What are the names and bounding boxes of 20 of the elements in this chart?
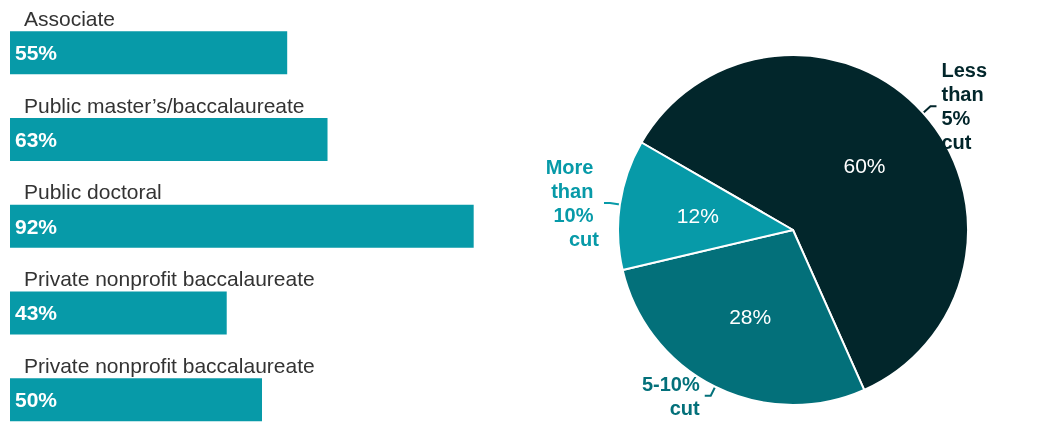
data-label: 92%: [15, 214, 58, 238]
data-label: 50%: [15, 388, 58, 412]
y-tick-label: Public doctoral: [24, 180, 162, 204]
slice-label: More than 10% cut: [545, 155, 600, 250]
bar: [10, 31, 288, 75]
data-label: 63%: [15, 128, 58, 152]
slice-label: 5-10% cut: [641, 372, 701, 419]
y-tick-label: Private nonprofit baccalaureate: [24, 266, 315, 290]
data-label: 55%: [15, 41, 58, 65]
data-label: 28%: [729, 304, 772, 328]
data-label: 60%: [843, 154, 886, 178]
bar: [10, 291, 227, 335]
y-tick-label: Public master’s/baccalaureate: [24, 93, 305, 117]
bar: [10, 118, 328, 162]
bar: [10, 204, 474, 248]
bar: [10, 378, 262, 422]
data-label: 12%: [676, 204, 719, 228]
y-tick-label: Associate: [24, 6, 116, 30]
data-label: 43%: [15, 301, 58, 325]
y-tick-label: Private nonprofit baccalaureate: [24, 353, 315, 377]
